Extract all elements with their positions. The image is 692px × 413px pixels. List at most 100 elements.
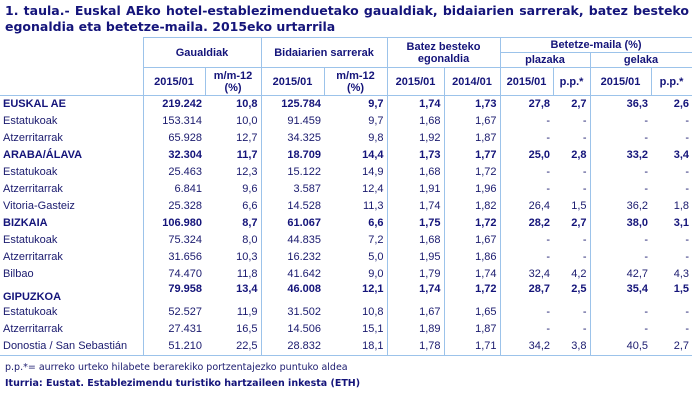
- cell-value: 6,6: [368, 217, 384, 229]
- cell-value: 14,9: [362, 166, 384, 178]
- table-row: Atzerritarrak 27.431 16,5 14.506 15,1 1,89 1,8…: [0, 321, 692, 338]
- subheader-2: 2015/01: [260, 67, 325, 96]
- cell-value: -: [582, 132, 587, 144]
- table-row: Estatukoak 25.463 12,3 15.122 14,9 1,68 1,72- -…: [0, 164, 692, 181]
- cell-value: -: [589, 113, 652, 130]
- cell-value: -: [685, 234, 690, 246]
- cell-value: -: [582, 166, 587, 178]
- cell-value: -: [685, 115, 690, 127]
- subheader-9: p.p.*: [650, 67, 692, 96]
- cell-value: 65.928: [142, 130, 205, 147]
- cell-value: 1,68: [386, 164, 445, 181]
- cell-value: 1,77: [443, 147, 501, 164]
- cell-value: -: [685, 132, 690, 144]
- cell-value: 9,0: [368, 268, 384, 280]
- cell-value: 79.958: [142, 283, 205, 304]
- corner-cell: [0, 37, 144, 96]
- row-label: GIPUZKOA: [3, 291, 62, 303]
- row-label: Atzerritarrak: [3, 183, 63, 195]
- cell-value: 1,82: [443, 198, 501, 215]
- cell-value: 106.980: [142, 215, 205, 232]
- cell-value: -: [499, 304, 554, 321]
- cell-value: 1,67: [386, 304, 445, 321]
- cell-value: -: [589, 321, 652, 338]
- cell-value: -: [499, 130, 554, 147]
- cell-value: 2,8: [571, 149, 587, 161]
- cell-value: 1,79: [386, 266, 445, 283]
- cell-value: 33,2: [589, 147, 652, 164]
- cell-value: 38,0: [589, 215, 652, 232]
- cell-value: 15,1: [362, 323, 384, 335]
- subheader-1: m/m-12 (%): [204, 67, 262, 96]
- cell-value: 2,7: [571, 217, 587, 229]
- footnote: p.p.*= aurreko urteko hilabete berarekik…: [5, 362, 348, 373]
- page: 1. taula.- Euskal AEko hotel-establezime…: [0, 3, 692, 389]
- cell-value: 2,6: [673, 98, 690, 110]
- cell-value: 3,1: [673, 217, 690, 229]
- cell-value: -: [499, 249, 554, 266]
- cell-value: 1,89: [386, 321, 445, 338]
- cell-value: 32.304: [142, 147, 205, 164]
- cell-value: 1,74: [443, 266, 501, 283]
- subheader-5: 2014/01: [443, 67, 501, 96]
- table-row: Vitoria-Gasteiz 25.328 6,6 14.528 11,3 1,74 1,…: [0, 198, 692, 215]
- cell-value: 1,73: [443, 95, 501, 113]
- cell-value: 9,7: [368, 115, 384, 127]
- cell-value: 10,8: [362, 306, 384, 318]
- header-egonaldia: Batez besteko egonaldia: [386, 37, 501, 68]
- cell-value: 12,4: [362, 183, 384, 195]
- cell-value: 1,78: [386, 338, 445, 356]
- cell-value: 44.835: [260, 232, 325, 249]
- cell-value: 61.067: [260, 215, 325, 232]
- row-label: Bilbao: [3, 268, 34, 280]
- cell-value: 11,9: [236, 306, 258, 318]
- cell-value: 52.527: [142, 304, 205, 321]
- cell-value: -: [589, 232, 652, 249]
- cell-value: -: [499, 232, 554, 249]
- cell-value: 2,7: [571, 98, 587, 110]
- table-row: BIZKAIA 106.980 8,7 61.067 6,6 1,75 1,72 28,2 2,…: [0, 215, 692, 232]
- cell-value: 11,3: [362, 200, 384, 212]
- cell-value: 28,2: [499, 215, 554, 232]
- cell-value: -: [589, 249, 652, 266]
- cell-value: 4,2: [571, 268, 587, 280]
- table-title: 1. taula.- Euskal AEko hotel-establezime…: [5, 3, 689, 34]
- cell-value: 2,5: [571, 283, 587, 295]
- cell-value: 14,4: [362, 149, 384, 161]
- cell-value: -: [589, 304, 652, 321]
- cell-value: -: [499, 321, 554, 338]
- table-row: Estatukoak 153.314 10,0 91.459 9,7 1,68 1,67- -…: [0, 113, 692, 130]
- cell-value: 36,2: [589, 198, 652, 215]
- cell-value: 14.506: [260, 321, 325, 338]
- row-label: Vitoria-Gasteiz: [3, 200, 75, 212]
- cell-value: 1,91: [386, 181, 445, 198]
- cell-value: 41.642: [260, 266, 325, 283]
- cell-value: 36,3: [589, 95, 652, 113]
- cell-value: 1,86: [443, 249, 501, 266]
- cell-value: 6,6: [242, 200, 258, 212]
- cell-value: 11,7: [236, 149, 258, 161]
- cell-value: 3,4: [673, 149, 690, 161]
- cell-value: 26,4: [499, 198, 554, 215]
- cell-value: 1,74: [386, 95, 445, 113]
- table-row: GIPUZKOA 79.958 13,4 46.008 12,1 1,74 1,72 28,7…: [0, 283, 692, 304]
- cell-value: 18,1: [324, 338, 388, 356]
- row-label: Atzerritarrak: [3, 251, 63, 263]
- source-note: Iturria: Eustat. Establezimendu turistik…: [5, 378, 361, 389]
- row-label: Estatukoak: [3, 166, 58, 178]
- cell-value: 16.232: [260, 249, 325, 266]
- subheader-7: p.p.*: [552, 67, 591, 96]
- cell-value: 1,5: [571, 200, 587, 212]
- cell-value: 13,4: [236, 283, 258, 295]
- cell-value: 1,74: [386, 283, 445, 304]
- subheader-8: 2015/01: [589, 67, 652, 96]
- cell-value: -: [685, 323, 690, 335]
- cell-value: 10,8: [236, 98, 258, 110]
- row-label: EUSKAL AE: [3, 98, 66, 110]
- cell-value: 6.841: [142, 181, 205, 198]
- cell-value: 2,7: [651, 338, 692, 356]
- cell-value: 1,68: [386, 113, 445, 130]
- cell-value: 1,87: [443, 321, 501, 338]
- cell-value: 40,5: [589, 338, 652, 356]
- row-label: Atzerritarrak: [3, 132, 63, 144]
